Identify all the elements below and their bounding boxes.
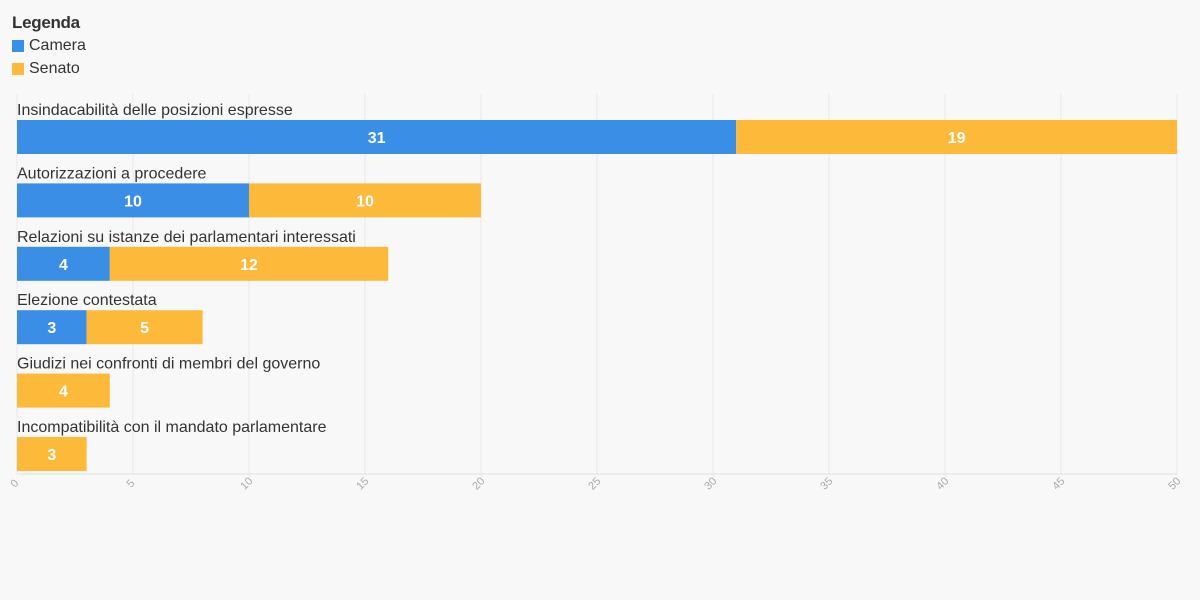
bar-senato[interactable] (249, 183, 481, 218)
chart-legend: Legenda Camera Senato (12, 12, 86, 80)
bar-senato[interactable] (17, 373, 110, 408)
data-label: 5 (140, 320, 149, 337)
legend-swatch-camera (12, 39, 24, 52)
data-label: 19 (948, 130, 966, 147)
data-label: 10 (356, 193, 374, 210)
data-label: 4 (59, 257, 68, 274)
x-tick-label: 35 (818, 475, 835, 492)
data-label: 12 (240, 257, 258, 274)
data-label: 4 (59, 384, 68, 401)
bar-senato[interactable] (17, 437, 87, 471)
x-tick-label: 45 (1050, 475, 1067, 492)
bar-camera[interactable] (17, 310, 87, 345)
x-tick-label: 50 (1166, 475, 1183, 492)
legend-label-camera: Camera (29, 37, 86, 54)
x-tick-label: 5 (124, 477, 137, 490)
bar-camera[interactable] (17, 246, 110, 281)
legend-label-senato: Senato (29, 60, 80, 77)
x-tick-label: 25 (586, 475, 603, 492)
category-label: Elezione contestata (17, 292, 157, 309)
category-label: Relazioni su istanze dei parlamentari in… (17, 229, 356, 246)
x-tick-label: 0 (8, 477, 21, 490)
x-tick-label: 20 (470, 475, 487, 492)
legend-item-senato[interactable]: Senato (12, 57, 86, 80)
data-label: 10 (124, 193, 142, 210)
bar-senato[interactable] (736, 120, 1177, 154)
category-label: Autorizzazioni a procedere (17, 165, 207, 182)
x-tick-label: 10 (238, 475, 255, 492)
bar-camera[interactable] (17, 183, 249, 218)
bar-senato[interactable] (86, 310, 203, 345)
data-label: 3 (47, 447, 56, 464)
x-tick-label: 15 (354, 475, 371, 492)
data-label: 3 (47, 320, 56, 337)
legend-title: Legenda (12, 13, 80, 32)
data-label: 31 (368, 130, 386, 147)
category-label: Incompatibilità con il mandato parlament… (17, 419, 327, 436)
legend-swatch-senato (12, 62, 24, 75)
category-label: Insindacabilità delle posizioni espresse (17, 102, 293, 119)
x-tick-label: 40 (934, 475, 951, 492)
bar-camera[interactable] (17, 120, 737, 154)
legend-item-camera[interactable]: Camera (12, 34, 86, 57)
bar-senato[interactable] (109, 246, 389, 281)
category-label: Giudizi nei confronti di membri del gove… (17, 356, 320, 373)
x-tick-label: 30 (702, 475, 719, 492)
